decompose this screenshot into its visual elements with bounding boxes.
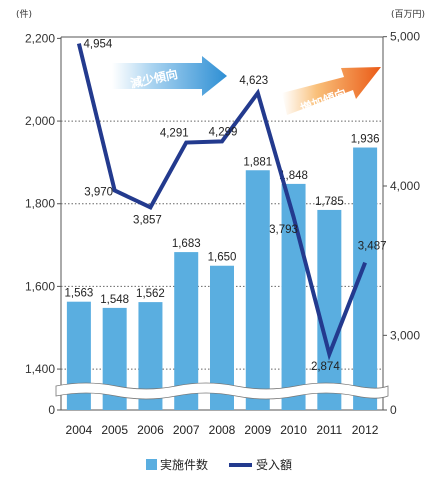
line-value-label: 3,857 bbox=[133, 214, 162, 226]
line-value-label: 4,291 bbox=[160, 128, 189, 140]
left-axis-unit: (件) bbox=[16, 8, 32, 20]
left-axis-ticks: 0 1,400 1,600 1,800 2,000 2,200 bbox=[25, 31, 61, 417]
right-tick-label: 5,000 bbox=[390, 30, 420, 44]
axis-units: (件) (百万円) bbox=[16, 8, 425, 20]
bar-value-label: 1,683 bbox=[172, 238, 201, 250]
x-tick-label: 2009 bbox=[244, 423, 271, 437]
left-tick-label: 2,000 bbox=[25, 114, 55, 128]
x-tick-label: 2006 bbox=[137, 423, 164, 437]
legend-bar-swatch bbox=[146, 459, 157, 470]
line-value-label: 4,954 bbox=[83, 39, 112, 51]
left-tick-label: 1,600 bbox=[25, 279, 55, 293]
left-tick-label: 2,200 bbox=[25, 31, 55, 45]
left-tick-label: 1,400 bbox=[25, 362, 55, 376]
decrease-arrow bbox=[112, 56, 227, 96]
bar-value-label: 1,548 bbox=[100, 294, 129, 306]
bar-value-label: 1,848 bbox=[279, 170, 308, 182]
line-value-label: 3,970 bbox=[84, 186, 113, 198]
x-tick-label: 2004 bbox=[66, 423, 93, 437]
bar-value-label: 1,785 bbox=[315, 196, 344, 208]
legend: 実施件数 受入額 bbox=[146, 457, 292, 472]
axis-break-band bbox=[55, 382, 389, 400]
bar bbox=[245, 170, 270, 410]
line-value-label: 2,874 bbox=[311, 361, 340, 373]
line-value-label: 4,299 bbox=[209, 126, 238, 138]
bar bbox=[317, 209, 342, 410]
x-tick-label: 2010 bbox=[280, 423, 307, 437]
bar-value-label: 1,936 bbox=[351, 134, 380, 146]
line-value-label: 4,623 bbox=[239, 75, 268, 87]
x-tick-label: 2008 bbox=[209, 423, 236, 437]
right-tick-label: 3,000 bbox=[390, 328, 420, 342]
bar-value-label: 1,650 bbox=[208, 252, 237, 264]
x-tick-label: 2007 bbox=[173, 423, 200, 437]
right-tick-label: 4,000 bbox=[390, 179, 420, 193]
bar-value-label: 1,562 bbox=[136, 288, 165, 300]
line-series bbox=[76, 43, 367, 361]
left-tick-label: 0 bbox=[48, 403, 55, 417]
line-value-label: 3,487 bbox=[358, 241, 387, 253]
x-tick-label: 2005 bbox=[101, 423, 128, 437]
x-axis-labels: 2004 2005 2006 2007 2008 2009 2010 2011 2012 bbox=[66, 423, 379, 437]
bar-value-label: 1,563 bbox=[64, 288, 93, 300]
right-axis-unit: (百万円) bbox=[391, 9, 425, 20]
x-tick-label: 2011 bbox=[316, 423, 342, 437]
left-tick-label: 1,800 bbox=[25, 197, 55, 211]
right-axis-ticks: 0 3,000 4,000 5,000 bbox=[383, 30, 420, 417]
legend-line-label: 受入額 bbox=[256, 458, 292, 472]
axis-break bbox=[55, 382, 389, 400]
annotation-decrease: 減少傾向 bbox=[112, 56, 227, 96]
x-tick-label: 2012 bbox=[352, 423, 379, 437]
bar-series: 1,563 1,548 1,562 1,683 1,650 1,881 1,848 1,785… bbox=[64, 134, 380, 410]
line-value-label: 3,793 bbox=[269, 224, 298, 236]
right-tick-label: 0 bbox=[390, 403, 397, 417]
bar-value-label: 1,881 bbox=[243, 156, 272, 168]
increase-arrow bbox=[282, 67, 381, 115]
line-data-labels: 4,954 3,970 3,857 4,291 4,299 4,623 3,793 2,874… bbox=[83, 39, 387, 374]
legend-bar-label: 実施件数 bbox=[160, 457, 208, 472]
